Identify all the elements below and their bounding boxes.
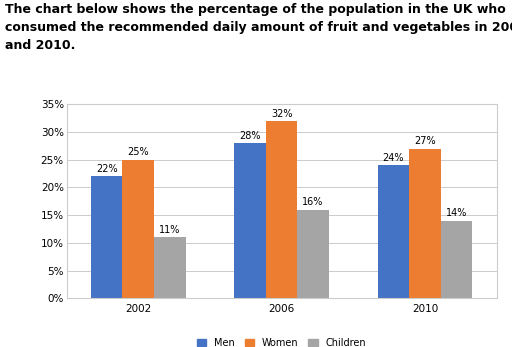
Bar xyxy=(297,210,329,298)
Text: 22%: 22% xyxy=(96,164,118,174)
Bar xyxy=(378,165,409,298)
Text: 32%: 32% xyxy=(271,109,292,119)
Text: The chart below shows the percentage of the population in the UK who
consumed th: The chart below shows the percentage of … xyxy=(5,3,512,52)
Bar xyxy=(441,221,472,298)
Bar xyxy=(234,143,266,298)
Bar xyxy=(154,237,185,298)
Bar xyxy=(122,160,154,298)
Bar xyxy=(409,149,441,298)
Text: 25%: 25% xyxy=(127,147,149,158)
Legend: Men, Women, Children: Men, Women, Children xyxy=(193,334,371,347)
Bar xyxy=(91,176,122,298)
Text: 16%: 16% xyxy=(303,197,324,208)
Bar xyxy=(266,121,297,298)
Text: 24%: 24% xyxy=(382,153,404,163)
Text: 27%: 27% xyxy=(414,136,436,146)
Text: 28%: 28% xyxy=(239,131,261,141)
Text: 11%: 11% xyxy=(159,225,180,235)
Text: 14%: 14% xyxy=(446,209,467,219)
